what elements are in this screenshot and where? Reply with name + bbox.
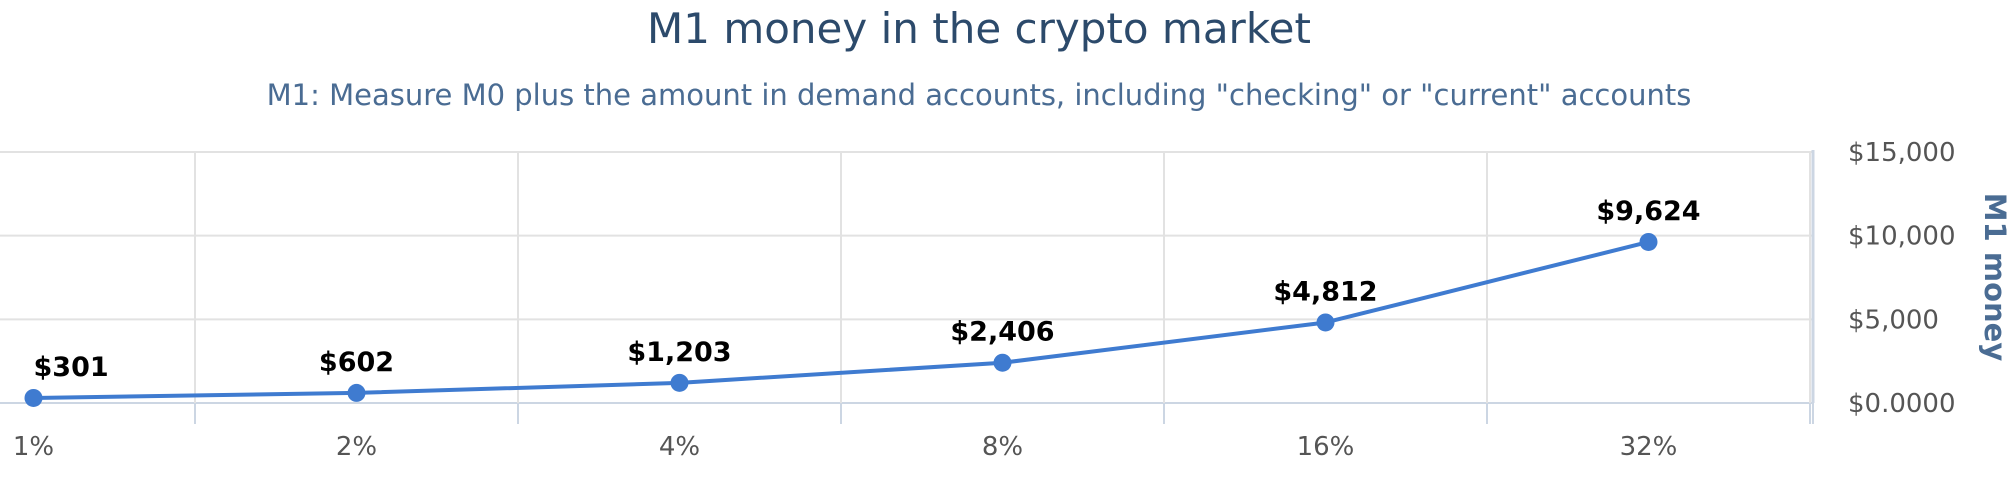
x-tick-label: 32% bbox=[1620, 432, 1678, 462]
data-point bbox=[1639, 232, 1658, 251]
data-point bbox=[24, 388, 43, 407]
data-label: $1,203 bbox=[627, 337, 731, 368]
y-tick-label: $10,000 bbox=[1848, 222, 1956, 252]
data-point bbox=[670, 373, 689, 392]
data-point bbox=[993, 353, 1012, 372]
x-tick-label: 4% bbox=[659, 432, 700, 462]
y-tick-label: $0.0000 bbox=[1848, 389, 1956, 419]
data-label: $2,406 bbox=[950, 317, 1054, 348]
x-tick-label: 8% bbox=[982, 432, 1023, 462]
y-tick-label: $15,000 bbox=[1848, 138, 1956, 168]
x-tick-label: 16% bbox=[1297, 432, 1355, 462]
data-label: $602 bbox=[319, 347, 394, 378]
x-tick-label: 2% bbox=[336, 432, 377, 462]
x-tick-label: 1% bbox=[13, 432, 54, 462]
data-label: $301 bbox=[34, 352, 109, 383]
y-axis-title: M1 money bbox=[1978, 193, 2008, 362]
series-line bbox=[33, 240, 1649, 400]
chart-subtitle: M1: Measure M0 plus the amount in demand… bbox=[266, 78, 1692, 112]
data-label: $4,812 bbox=[1273, 276, 1377, 307]
data-label: $9,624 bbox=[1596, 196, 1700, 227]
data-point bbox=[1316, 313, 1335, 332]
y-tick-label: $5,000 bbox=[1848, 305, 1939, 335]
chart-title: M1 money in the crypto market bbox=[647, 4, 1311, 53]
data-point bbox=[347, 383, 366, 402]
